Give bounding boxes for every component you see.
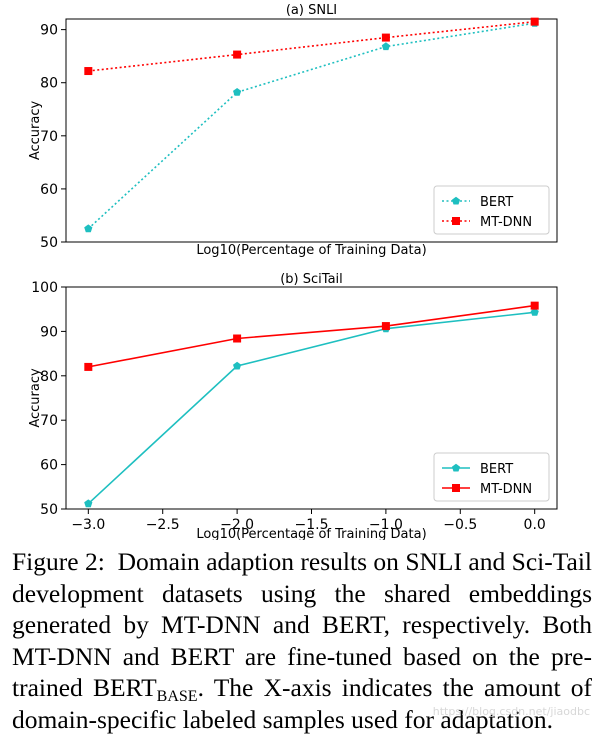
y-tick-label: 50 — [40, 502, 58, 518]
figure: (a) SNLI 50 60 70 80 90 Log10(Percentage of Tr… — [28, 3, 558, 540]
series-mt-dnn — [84, 17, 539, 76]
data-point — [530, 301, 539, 310]
x-tick-label: −2.5 — [146, 517, 180, 533]
series-mt-dnn — [84, 301, 539, 371]
y-tick-label: 70 — [40, 129, 58, 145]
series-line — [87, 311, 535, 505]
legend-marker — [452, 484, 460, 492]
figure-caption: Figure 2: Domain adaption results on SNL… — [12, 546, 592, 735]
legend-box — [433, 452, 550, 502]
y-axis-label: Accuracy — [28, 101, 43, 161]
legend-label: BERT — [480, 195, 513, 210]
chart-panel-2: (b) SciTail 50 60 70 80 90 100 −3.0 −2.5 −2.0 −1.5… — [28, 272, 558, 540]
y-tick-label: 90 — [40, 23, 58, 39]
x-tick-label: −2.0 — [220, 517, 254, 533]
x-tick-label: −3.0 — [71, 517, 105, 533]
data-point — [84, 499, 93, 508]
y-tick-label: 60 — [40, 458, 58, 474]
chart-title: (b) SciTail — [280, 272, 343, 287]
legend: BERT MT-DNN — [433, 452, 550, 502]
legend-item: MT-DNN — [442, 482, 532, 497]
caption-subscript: BASE — [156, 688, 198, 705]
x-axis-label: Log10(Percentage of Training Data) — [196, 243, 426, 258]
data-point — [381, 33, 390, 42]
data-point — [84, 67, 93, 76]
plot-frame — [65, 18, 558, 243]
legend-marker — [451, 196, 461, 205]
data-point — [233, 361, 242, 370]
legend-label: MT-DNN — [480, 482, 532, 497]
legend: BERT MT-DNN — [433, 185, 550, 235]
x-tick-label: −0.5 — [443, 517, 477, 533]
data-point — [233, 88, 242, 96]
x-tick-label: −1.0 — [369, 517, 403, 533]
legend-item: BERT — [442, 462, 513, 477]
caption-lead: Figure 2: Domain adaption results on SNL… — [12, 547, 592, 702]
chart-panel-1: (a) SNLI 50 60 70 80 90 Log10(Percentage of Tr… — [28, 3, 558, 258]
y-tick-label: 70 — [40, 413, 58, 429]
series-line — [88, 20, 535, 72]
chart-title: (a) SNLI — [286, 3, 337, 18]
data-point — [530, 17, 539, 26]
y-tick-label: 50 — [40, 235, 58, 251]
series-bert — [84, 18, 539, 233]
legend-marker — [451, 463, 461, 472]
watermark: https://blog.csdn.net/jiaodbc — [432, 705, 590, 718]
series-line — [87, 22, 535, 230]
legend-marker — [452, 217, 460, 225]
data-point — [84, 362, 93, 371]
caption-tail: . The X-axis indicates the amount of dom… — [12, 673, 593, 734]
legend-label: BERT — [480, 462, 513, 477]
y-tick-label: 90 — [40, 324, 58, 340]
data-point — [84, 224, 93, 233]
y-axis-label: Accuracy — [28, 368, 43, 428]
data-point — [381, 322, 390, 331]
legend-box — [433, 185, 550, 235]
legend-label: MT-DNN — [480, 215, 532, 230]
data-point — [233, 50, 242, 59]
legend-item: MT-DNN — [442, 215, 532, 230]
x-axis-label: Log10(Percentage of Training Data) — [196, 527, 426, 540]
y-tick-label: 60 — [40, 182, 58, 198]
y-tick-label: 80 — [40, 76, 58, 92]
data-point — [381, 42, 390, 51]
x-tick-label: 0.0 — [524, 517, 546, 533]
data-point — [233, 334, 242, 343]
x-tick-label: −1.5 — [295, 517, 329, 533]
y-tick-label: 100 — [31, 280, 58, 296]
legend-item: BERT — [442, 195, 513, 210]
data-point — [530, 308, 539, 316]
series-line — [88, 304, 535, 368]
y-tick-label: 80 — [40, 369, 58, 385]
